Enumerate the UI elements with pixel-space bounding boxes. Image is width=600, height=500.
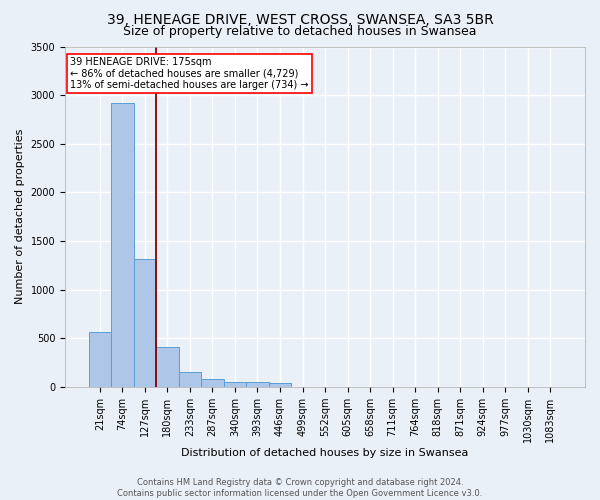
Bar	[179, 372, 201, 387]
Text: Size of property relative to detached houses in Swansea: Size of property relative to detached ho…	[123, 25, 477, 38]
Bar	[224, 382, 246, 387]
Bar	[111, 103, 134, 387]
X-axis label: Distribution of detached houses by size in Swansea: Distribution of detached houses by size …	[181, 448, 469, 458]
Bar	[246, 382, 269, 387]
Bar	[269, 383, 291, 387]
Text: 39, HENEAGE DRIVE, WEST CROSS, SWANSEA, SA3 5BR: 39, HENEAGE DRIVE, WEST CROSS, SWANSEA, …	[107, 12, 493, 26]
Bar	[156, 347, 179, 387]
Bar	[89, 332, 111, 387]
Bar	[201, 379, 224, 387]
Text: 39 HENEAGE DRIVE: 175sqm
← 86% of detached houses are smaller (4,729)
13% of sem: 39 HENEAGE DRIVE: 175sqm ← 86% of detach…	[70, 56, 309, 90]
Text: Contains HM Land Registry data © Crown copyright and database right 2024.
Contai: Contains HM Land Registry data © Crown c…	[118, 478, 482, 498]
Bar	[134, 258, 156, 387]
Y-axis label: Number of detached properties: Number of detached properties	[15, 129, 25, 304]
